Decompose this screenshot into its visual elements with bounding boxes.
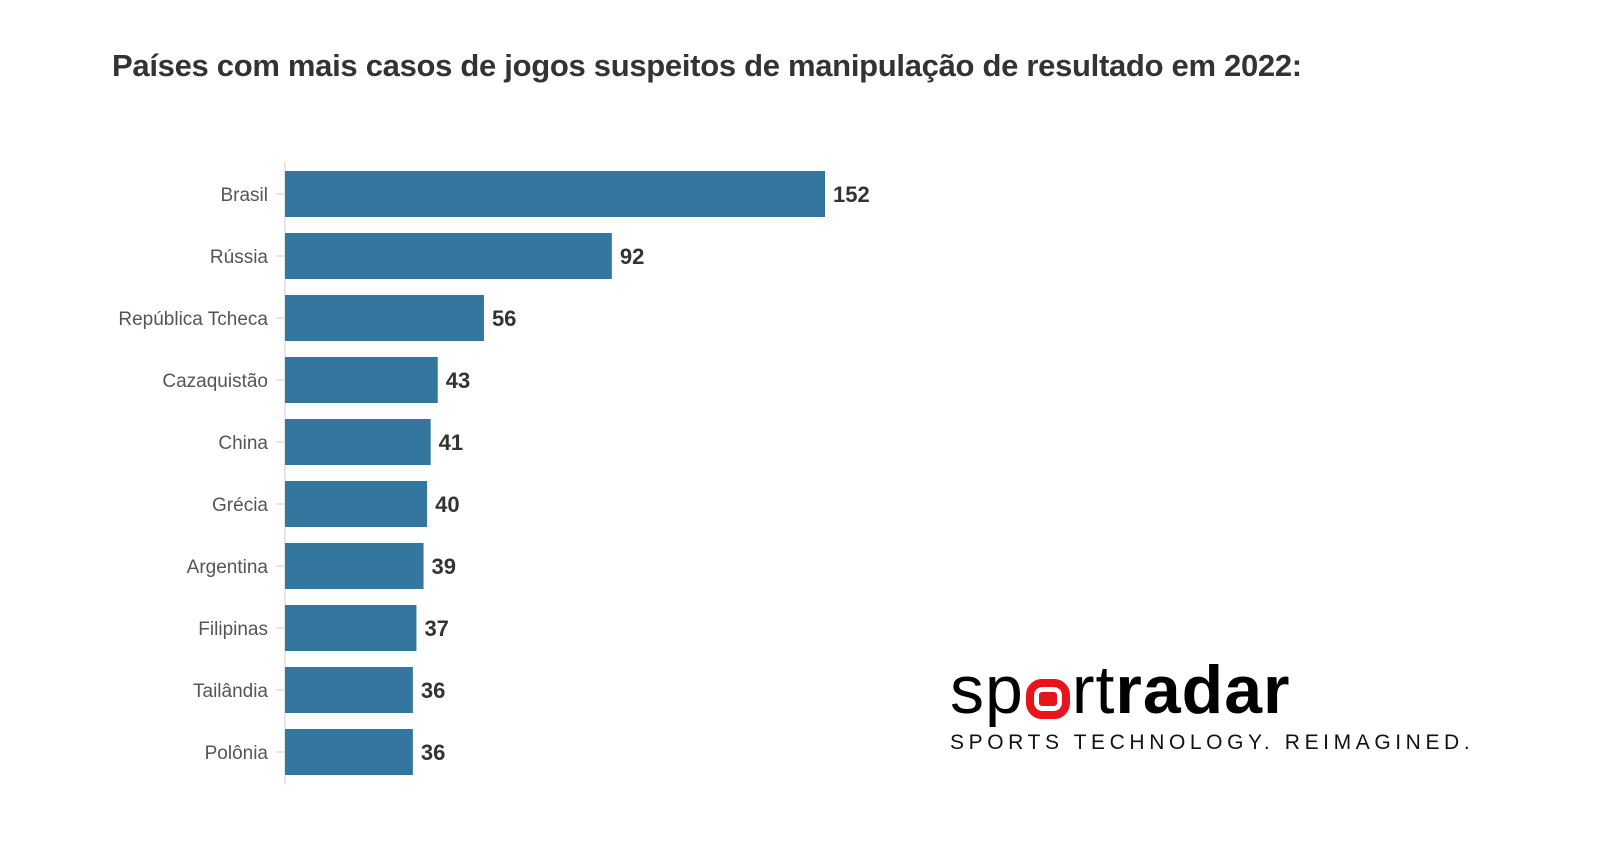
category-label: China <box>218 433 268 454</box>
category-label: Filipinas <box>198 619 268 640</box>
category-label: Brasil <box>220 185 268 206</box>
bar-grécia <box>285 481 428 527</box>
category-label: Cazaquistão <box>162 371 268 392</box>
logo-part: sp <box>950 652 1024 728</box>
category-label: Grécia <box>212 495 268 516</box>
category-label: Rússia <box>210 247 269 268</box>
bar-cazaquistão <box>285 357 438 403</box>
bar-polônia <box>285 729 413 775</box>
data-label: 152 <box>833 182 870 207</box>
bar-brasil <box>285 171 825 217</box>
data-label: 41 <box>439 430 463 455</box>
data-label: 36 <box>421 678 445 703</box>
sportradar-logo: sp rtradar SPORTS TECHNOLOGY. REIMAGINED. <box>950 655 1470 755</box>
logo-part: rt <box>1071 652 1116 728</box>
category-label: Argentina <box>187 557 269 578</box>
bar-rússia <box>285 233 612 279</box>
category-label: Tailândia <box>193 681 268 702</box>
bar-china <box>285 419 431 465</box>
bar-república-tcheca <box>285 295 484 341</box>
data-label: 39 <box>432 554 456 579</box>
logo-tagline: SPORTS TECHNOLOGY. REIMAGINED. <box>950 731 1475 754</box>
category-label: República Tcheca <box>118 309 268 330</box>
logo-wordmark: sp rtradar <box>950 655 1470 725</box>
data-label: 37 <box>424 616 448 641</box>
category-label: Polônia <box>205 743 269 764</box>
logo-ring-icon <box>1025 679 1070 719</box>
bar-tailândia <box>285 667 413 713</box>
data-label: 40 <box>435 492 459 517</box>
data-label: 43 <box>446 368 470 393</box>
data-label: 92 <box>620 244 644 269</box>
data-label: 36 <box>421 740 445 765</box>
bar-argentina <box>285 543 424 589</box>
data-label: 56 <box>492 306 516 331</box>
bar-filipinas <box>285 605 417 651</box>
logo-part: radar <box>1115 652 1291 728</box>
chart-title: Países com mais casos de jogos suspeitos… <box>112 48 1302 83</box>
